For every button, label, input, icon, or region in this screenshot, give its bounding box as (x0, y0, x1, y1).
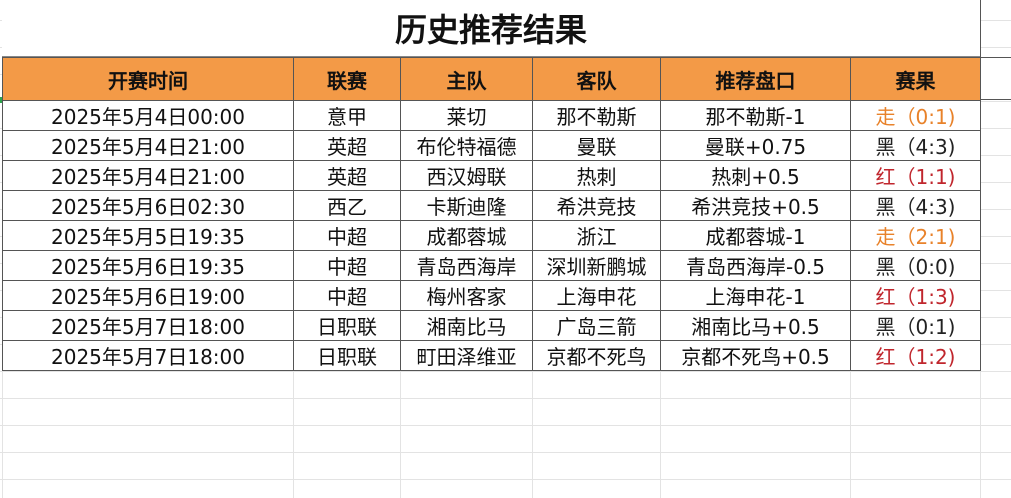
cell-league[interactable]: 中超 (293, 220, 401, 251)
gridline (660, 371, 661, 498)
table-row: 2025年5月4日21:00 英超 西汉姆联 热刺 热刺+0.5 红（1:1) (2, 160, 981, 191)
cell-home[interactable]: 湘南比马 (400, 310, 533, 341)
table-row: 2025年5月7日18:00 日职联 湘南比马 广岛三箭 湘南比马+0.5 黑（0:1) (2, 310, 981, 341)
cell-league[interactable]: 意甲 (293, 100, 401, 131)
cell-time[interactable]: 2025年5月7日18:00 (2, 310, 294, 341)
cell-away[interactable]: 希洪竞技 (532, 190, 661, 221)
table-row: 2025年5月6日02:30 西乙 卡斯迪隆 希洪竞技 希洪竞技+0.5 黑（4:3) (2, 190, 981, 221)
cell-away[interactable]: 曼联 (532, 130, 661, 161)
cell-home[interactable]: 梅州客家 (400, 280, 533, 311)
cell-league[interactable]: 英超 (293, 130, 401, 161)
cell-result[interactable]: 走（2:1) (850, 220, 981, 251)
cell-time[interactable]: 2025年5月6日19:35 (2, 250, 294, 281)
cell-home[interactable]: 青岛西海岸 (400, 250, 533, 281)
table-row: 2025年5月6日19:35 中超 青岛西海岸 深圳新鹏城 青岛西海岸-0.5 黑（0:0… (2, 250, 981, 281)
cell-pick[interactable]: 热刺+0.5 (660, 160, 851, 191)
cell-home[interactable]: 莱切 (400, 100, 533, 131)
column-border (980, 0, 981, 371)
empty-cell[interactable] (980, 57, 1011, 100)
gridline (2, 371, 3, 498)
cell-time[interactable]: 2025年5月4日00:00 (2, 100, 294, 131)
cell-pick[interactable]: 湘南比马+0.5 (660, 310, 851, 341)
cell-pick[interactable]: 曼联+0.75 (660, 130, 851, 161)
cell-result[interactable]: 黑（0:1) (850, 310, 981, 341)
cell-pick[interactable]: 京都不死鸟+0.5 (660, 340, 851, 371)
cell-away[interactable]: 上海申花 (532, 280, 661, 311)
table-row: 2025年5月7日18:00 日职联 町田泽维亚 京都不死鸟 京都不死鸟+0.5 红（1:… (2, 340, 981, 371)
cell-pick[interactable]: 希洪竞技+0.5 (660, 190, 851, 221)
sheet-title-cell[interactable]: 历史推荐结果 (2, 0, 980, 57)
cell-time[interactable]: 2025年5月4日21:00 (2, 160, 294, 191)
cell-home[interactable]: 卡斯迪隆 (400, 190, 533, 221)
cell-league[interactable]: 日职联 (293, 340, 401, 371)
cell-league[interactable]: 中超 (293, 280, 401, 311)
cell-home[interactable]: 成都蓉城 (400, 220, 533, 251)
header-pick[interactable]: 推荐盘口 (660, 57, 851, 101)
cell-result[interactable]: 黑（4:3) (850, 130, 981, 161)
cell-time[interactable]: 2025年5月6日02:30 (2, 190, 294, 221)
gridline (293, 371, 294, 498)
header-result[interactable]: 赛果 (850, 57, 981, 101)
cell-pick[interactable]: 成都蓉城-1 (660, 220, 851, 251)
table-row: 2025年5月6日19:00 中超 梅州客家 上海申花 上海申花-1 红（1:3) (2, 280, 981, 311)
table-row: 2025年5月4日21:00 英超 布伦特福德 曼联 曼联+0.75 黑（4:3) (2, 130, 981, 161)
cell-result[interactable]: 黑（4:3) (850, 190, 981, 221)
header-league[interactable]: 联赛 (293, 57, 401, 101)
cell-away[interactable]: 深圳新鹏城 (532, 250, 661, 281)
gridline (980, 371, 981, 498)
selected-row-indicator (0, 97, 3, 103)
cell-home[interactable]: 町田泽维亚 (400, 340, 533, 371)
cell-time[interactable]: 2025年5月4日21:00 (2, 130, 294, 161)
gridline (850, 371, 851, 498)
table-row: 2025年5月4日00:00 意甲 莱切 那不勒斯 那不勒斯-1 走（0:1) (2, 100, 981, 131)
cell-away[interactable]: 京都不死鸟 (532, 340, 661, 371)
cell-away[interactable]: 那不勒斯 (532, 100, 661, 131)
cell-pick[interactable]: 上海申花-1 (660, 280, 851, 311)
cell-away[interactable]: 广岛三箭 (532, 310, 661, 341)
cell-time[interactable]: 2025年5月7日18:00 (2, 340, 294, 371)
cell-time[interactable]: 2025年5月5日19:35 (2, 220, 294, 251)
cell-league[interactable]: 西乙 (293, 190, 401, 221)
gridline (400, 371, 401, 498)
header-away[interactable]: 客队 (532, 57, 661, 101)
cell-home[interactable]: 布伦特福德 (400, 130, 533, 161)
cell-league[interactable]: 中超 (293, 250, 401, 281)
cell-result[interactable]: 红（1:1) (850, 160, 981, 191)
cell-league[interactable]: 英超 (293, 160, 401, 191)
cell-pick[interactable]: 那不勒斯-1 (660, 100, 851, 131)
header-row: 开赛时间 联赛 主队 客队 推荐盘口 赛果 (2, 57, 981, 101)
gridline (532, 371, 533, 498)
cell-home[interactable]: 西汉姆联 (400, 160, 533, 191)
table-row: 2025年5月5日19:35 中超 成都蓉城 浙江 成都蓉城-1 走（2:1) (2, 220, 981, 251)
header-home[interactable]: 主队 (400, 57, 533, 101)
results-table: 开赛时间 联赛 主队 客队 推荐盘口 赛果 2025年5月4日00:00 意甲 莱切… (2, 57, 981, 371)
cell-league[interactable]: 日职联 (293, 310, 401, 341)
cell-result[interactable]: 黑（0:0) (850, 250, 981, 281)
cell-away[interactable]: 热刺 (532, 160, 661, 191)
cell-time[interactable]: 2025年5月6日19:00 (2, 280, 294, 311)
cell-result[interactable]: 红（1:2) (850, 340, 981, 371)
cell-away[interactable]: 浙江 (532, 220, 661, 251)
header-time[interactable]: 开赛时间 (2, 57, 294, 101)
cell-pick[interactable]: 青岛西海岸-0.5 (660, 250, 851, 281)
cell-result[interactable]: 走（0:1) (850, 100, 981, 131)
cell-result[interactable]: 红（1:3) (850, 280, 981, 311)
